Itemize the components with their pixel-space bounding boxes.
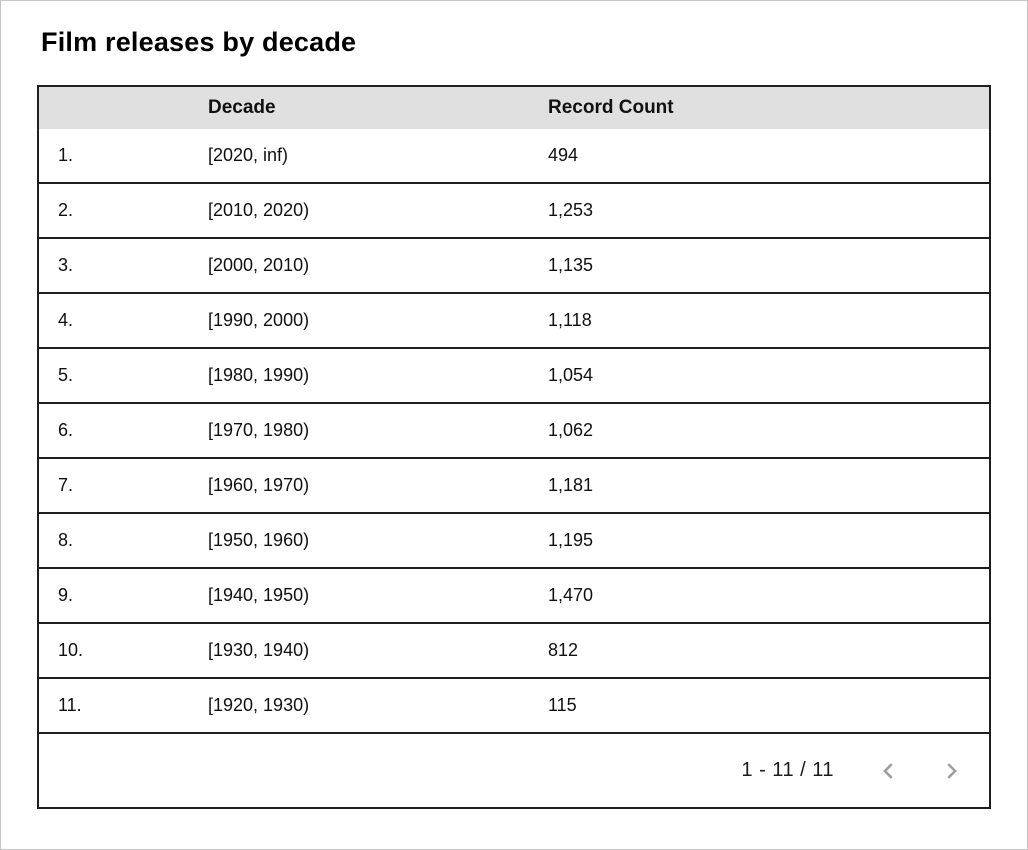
table-body: 1. [2020, inf) 494 2. [2010, 2020) 1,253… <box>39 129 989 734</box>
decade-cell: [1930, 1940) <box>208 623 548 679</box>
decade-cell: [1940, 1950) <box>208 568 548 624</box>
record-count-cell: 1,054 <box>548 348 989 404</box>
row-index: 10. <box>39 623 208 679</box>
decade-cell: [2000, 2010) <box>208 238 548 294</box>
row-index: 4. <box>39 293 208 349</box>
decade-cell: [2010, 2020) <box>208 183 548 239</box>
record-count-cell: 494 <box>548 129 989 184</box>
header-record-count-cell[interactable]: Record Count <box>548 87 989 129</box>
row-index: 3. <box>39 238 208 294</box>
record-count-cell: 812 <box>548 623 989 679</box>
record-count-cell: 1,195 <box>548 513 989 569</box>
table-card: Decade Record Count 1. [2020, inf) 494 2… <box>37 85 991 809</box>
row-index: 9. <box>39 568 208 624</box>
table-row: 4. [1990, 2000) 1,118 <box>39 293 989 349</box>
pagination-bar: 1 - 11 / 11 <box>39 734 989 807</box>
header-decade-cell[interactable]: Decade <box>208 87 548 129</box>
row-index: 7. <box>39 458 208 514</box>
record-count-cell: 1,062 <box>548 403 989 459</box>
table-row: 3. [2000, 2010) 1,135 <box>39 238 989 294</box>
decade-cell: [1950, 1960) <box>208 513 548 569</box>
table-row: 8. [1950, 1960) 1,195 <box>39 513 989 569</box>
record-count-cell: 1,181 <box>548 458 989 514</box>
table-row: 2. [2010, 2020) 1,253 <box>39 183 989 239</box>
table-row: 1. [2020, inf) 494 <box>39 129 989 184</box>
page-title: Film releases by decade <box>41 27 357 57</box>
data-table: Decade Record Count 1. [2020, inf) 494 2… <box>39 87 989 734</box>
header-index-cell <box>39 87 208 129</box>
pagination-range-label: 1 - 11 / 11 <box>741 759 834 781</box>
decade-cell: [1990, 2000) <box>208 293 548 349</box>
decade-cell: [1980, 1990) <box>208 348 548 404</box>
record-count-cell: 115 <box>548 678 989 734</box>
decade-cell: [1920, 1930) <box>208 678 548 734</box>
table-row: 5. [1980, 1990) 1,054 <box>39 348 989 404</box>
decade-cell: [2020, inf) <box>208 129 548 184</box>
decade-cell: [1970, 1980) <box>208 403 548 459</box>
row-index: 5. <box>39 348 208 404</box>
record-count-cell: 1,253 <box>548 183 989 239</box>
table-row: 6. [1970, 1980) 1,062 <box>39 403 989 459</box>
row-index: 1. <box>39 129 208 184</box>
chevron-right-icon <box>940 760 962 782</box>
record-count-cell: 1,135 <box>548 238 989 294</box>
table-row: 10. [1930, 1940) 812 <box>39 623 989 679</box>
record-count-cell: 1,470 <box>548 568 989 624</box>
chevron-left-icon <box>878 760 900 782</box>
row-index: 11. <box>39 678 208 734</box>
row-index: 8. <box>39 513 208 569</box>
next-page-button[interactable] <box>938 758 964 784</box>
table-row: 9. [1940, 1950) 1,470 <box>39 568 989 624</box>
table-row: 11. [1920, 1930) 115 <box>39 678 989 734</box>
row-index: 6. <box>39 403 208 459</box>
record-count-cell: 1,118 <box>548 293 989 349</box>
table-row: 7. [1960, 1970) 1,181 <box>39 458 989 514</box>
decade-cell: [1960, 1970) <box>208 458 548 514</box>
row-index: 2. <box>39 183 208 239</box>
table-header: Decade Record Count <box>39 87 989 129</box>
prev-page-button[interactable] <box>876 758 902 784</box>
header-row: Decade Record Count <box>39 87 989 129</box>
